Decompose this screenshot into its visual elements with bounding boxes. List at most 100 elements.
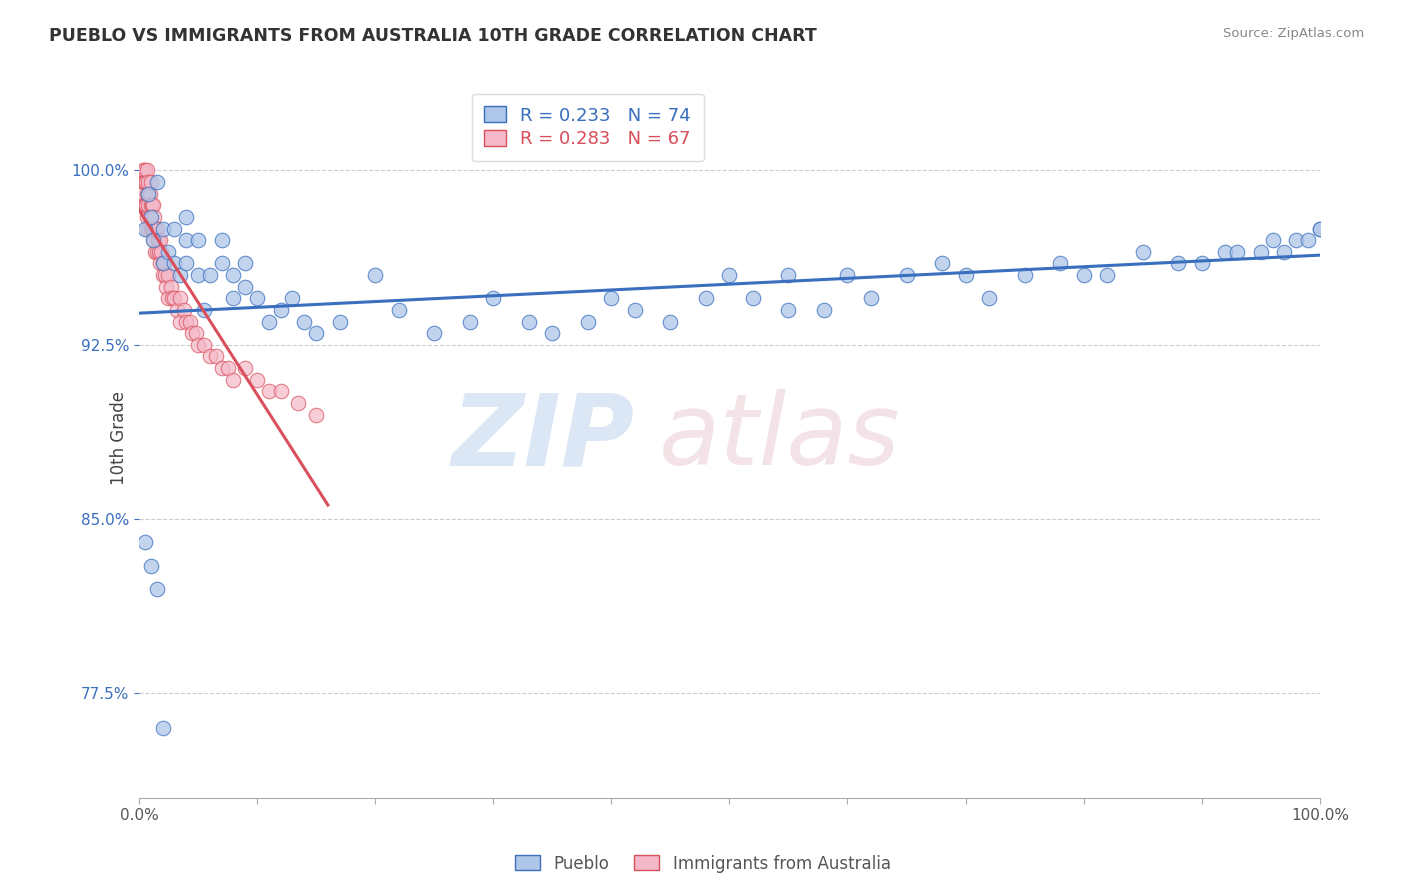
Point [146,233,169,247]
Point [305,326,328,340]
Point [695,291,717,305]
Point [423,326,446,340]
Point [184,326,207,340]
Point [174,314,197,328]
Point [139,221,162,235]
Point [174,210,197,224]
Point [1309,221,1331,235]
Point [145,221,167,235]
Point [152,256,174,270]
Point [600,291,623,305]
Point [187,233,209,247]
Text: PUEBLO VS IMMIGRANTS FROM AUSTRALIA 10TH GRADE CORRELATION CHART: PUEBLO VS IMMIGRANTS FROM AUSTRALIA 10TH… [49,27,817,45]
Point [204,350,226,364]
Point [157,268,180,282]
Point [138,186,160,201]
Point [896,268,918,282]
Point [659,314,682,328]
Point [139,210,162,224]
Point [141,221,163,235]
Point [145,244,167,259]
Point [157,291,180,305]
Point [305,408,328,422]
Point [143,233,166,247]
Point [270,302,292,317]
Point [329,314,352,328]
Point [132,175,155,189]
Point [193,302,215,317]
Point [778,302,800,317]
Point [541,326,564,340]
Point [143,210,166,224]
Point [222,268,245,282]
Point [624,302,647,317]
Point [139,175,162,189]
Point [1191,256,1213,270]
Point [155,279,177,293]
Point [138,198,160,212]
Point [139,558,162,573]
Point [1073,268,1095,282]
Point [837,268,859,282]
Point [138,186,160,201]
Point [131,163,153,178]
Point [134,163,156,178]
Point [1285,233,1308,247]
Point [134,535,156,549]
Legend: Pueblo, Immigrants from Australia: Pueblo, Immigrants from Australia [509,848,897,880]
Point [152,221,174,235]
Point [152,268,174,282]
Legend: R = 0.233   N = 74, R = 0.283   N = 67: R = 0.233 N = 74, R = 0.283 N = 67 [471,94,704,161]
Point [138,175,160,189]
Point [150,244,173,259]
Point [160,291,183,305]
Point [169,291,191,305]
Point [233,361,256,376]
Point [364,268,387,282]
Point [145,582,167,596]
Point [778,268,800,282]
Point [141,198,163,212]
Point [211,233,233,247]
Point [482,291,505,305]
Point [979,291,1001,305]
Point [181,326,204,340]
Point [1226,244,1249,259]
Point [1097,268,1119,282]
Point [211,256,233,270]
Point [173,302,195,317]
Point [1261,233,1284,247]
Point [152,256,174,270]
Point [152,256,174,270]
Point [174,256,197,270]
Point [1167,256,1189,270]
Point [149,233,172,247]
Point [169,314,191,328]
Point [145,244,167,259]
Point [139,198,162,212]
Text: ZIP: ZIP [451,389,636,486]
Point [742,291,765,305]
Point [148,244,170,259]
Point [135,198,157,212]
Point [1132,244,1154,259]
Point [149,256,172,270]
Point [281,291,304,305]
Point [388,302,411,317]
Point [153,268,176,282]
Point [145,221,167,235]
Y-axis label: 10th Grade: 10th Grade [110,391,128,484]
Point [1296,233,1319,247]
Point [1309,221,1331,235]
Point [187,338,209,352]
Point [1049,256,1071,270]
Point [157,244,180,259]
Point [222,291,245,305]
Point [134,175,156,189]
Point [198,350,221,364]
Point [193,338,215,352]
Point [257,384,280,399]
Point [222,373,245,387]
Point [163,221,186,235]
Point [246,291,269,305]
